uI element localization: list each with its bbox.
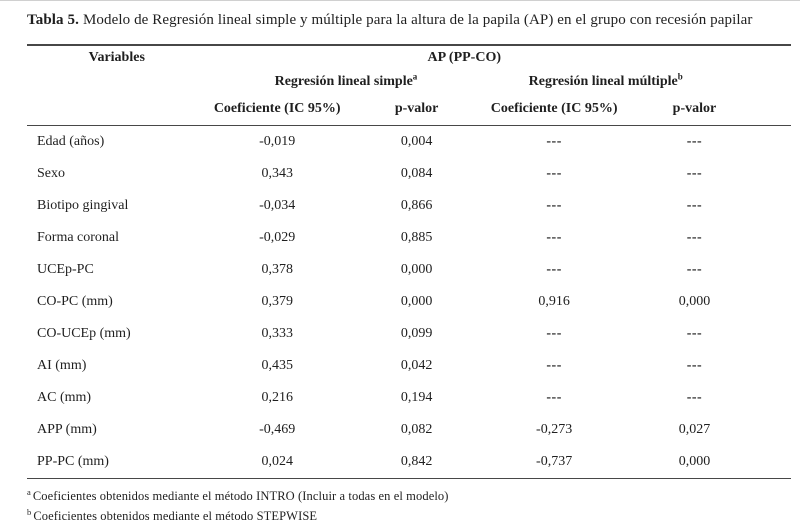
dependent-variable-header: AP (PP-CO)	[427, 50, 501, 65]
table-row: APP (mm) -0,469 0,082 -0,273 0,027	[27, 414, 791, 446]
variable-cell: Forma coronal	[37, 230, 120, 245]
p-simple-cell: 0,000	[400, 262, 433, 277]
variable-cell: CO-UCEp (mm)	[37, 326, 131, 341]
p-simple-cell: 0,842	[347, 446, 486, 479]
coef-simple-cell: 0,378	[261, 262, 293, 277]
coef-multiple-cell: ---	[546, 166, 562, 181]
empty-header-cell	[27, 93, 207, 126]
footnote-a-mark: a	[27, 486, 31, 497]
coef-multiple-cell: ---	[546, 326, 562, 341]
table-row: Edad (años) -0,019 0,004 --- ---	[27, 126, 791, 159]
variable-cell: AC (mm)	[37, 390, 92, 405]
coef-simple-cell: 0,435	[261, 358, 293, 373]
footnote-b-text: Coeficientes obtenidos mediante el métod…	[33, 509, 318, 523]
table-caption: Tabla 5. Modelo de Regresión lineal simpl…	[27, 10, 791, 31]
p-multiple-cell: ---	[686, 134, 703, 149]
simple-regression-footnote-mark: a	[412, 70, 418, 81]
coef-multiple-cell: ---	[546, 262, 562, 277]
simple-regression-group-header: Regresión lineal simplea	[207, 70, 486, 93]
p-simple-cell: 0,084	[400, 166, 433, 181]
coef-multiple-cell: ---	[546, 198, 562, 213]
footnote-a: a Coeficientes obtenidos mediante el méto…	[27, 486, 791, 506]
p-multiple-cell: ---	[686, 326, 703, 341]
simple-regression-label: Regresión lineal simple	[274, 73, 413, 89]
page-top-edge	[0, 0, 800, 1]
coef-simple-cell: 0,379	[261, 294, 293, 309]
table-row: Sexo 0,343 0,084 --- ---	[27, 158, 791, 190]
variable-cell: UCEp-PC	[37, 262, 94, 277]
coef-simple-cell: 0,024	[206, 446, 348, 479]
variables-column-header: Variables	[88, 50, 145, 65]
coef-simple-cell: -0,469	[259, 422, 296, 437]
multiple-regression-group-header: Regresión lineal múltipleb	[465, 70, 771, 93]
table-row: Biotipo gingival -0,034 0,866 --- ---	[27, 190, 791, 222]
p-multiple-cell: 0,000	[678, 294, 711, 309]
p-simple-cell: 0,885	[400, 230, 433, 245]
regression-table: Variables AP (PP-CO) Regresión lineal si…	[27, 44, 791, 479]
multiple-regression-label: Regresión lineal múltiple	[528, 73, 678, 89]
coef-multiple-cell: -0,273	[536, 422, 573, 437]
coef-simple-cell: 0,343	[261, 166, 293, 181]
coef-multiple-header: Coeficiente (IC 95%)	[485, 93, 623, 126]
coef-multiple-cell: ---	[546, 358, 562, 373]
table-row: AI (mm) 0,435 0,042 --- ---	[27, 350, 791, 382]
table-row: CO-PC (mm) 0,379 0,000 0,916 0,000	[27, 286, 791, 318]
p-value-simple-header: p-valor	[347, 93, 486, 126]
coef-multiple-cell: 0,916	[538, 294, 570, 309]
p-simple-cell: 0,042	[400, 358, 433, 373]
p-multiple-cell: ---	[686, 358, 703, 373]
footnote-a-text: Coeficientes obtenidos mediante el métod…	[32, 489, 449, 503]
table-row: UCEp-PC 0,378 0,000 --- ---	[27, 254, 791, 286]
p-value-multiple-header: p-valor	[622, 93, 791, 126]
header-row-groups: Regresión lineal simplea Regresión linea…	[27, 70, 791, 93]
p-simple-cell: 0,004	[400, 134, 433, 149]
coef-simple-cell: 0,333	[261, 326, 293, 341]
variable-cell: PP-PC (mm)	[27, 446, 207, 479]
table-row: PP-PC (mm) 0,024 0,842 -0,737 0,000	[27, 446, 791, 479]
table-row: Forma coronal -0,029 0,885 --- ---	[27, 222, 791, 254]
p-multiple-cell: ---	[686, 262, 703, 277]
coef-multiple-cell: ---	[546, 390, 562, 405]
coef-simple-header: Coeficiente (IC 95%)	[206, 93, 348, 126]
p-multiple-cell: ---	[686, 198, 703, 213]
p-multiple-cell: ---	[686, 390, 703, 405]
multiple-regression-footnote-mark: b	[677, 70, 683, 81]
header-row-sub: Coeficiente (IC 95%) p-valor Coeficiente…	[27, 93, 791, 126]
footnote-b-mark: b	[27, 506, 32, 517]
coef-simple-cell: -0,029	[259, 230, 296, 245]
p-simple-cell: 0,194	[400, 390, 433, 405]
header-row-top: Variables AP (PP-CO)	[27, 45, 791, 70]
coef-multiple-cell: ---	[546, 230, 562, 245]
coef-multiple-cell: -0,737	[485, 446, 623, 479]
p-multiple-cell: ---	[686, 166, 703, 181]
variable-cell: Sexo	[37, 166, 65, 181]
variable-cell: APP (mm)	[37, 422, 97, 437]
p-simple-cell: 0,082	[400, 422, 433, 437]
p-multiple-cell: 0,027	[678, 422, 711, 437]
table-caption-text: Modelo de Regresión lineal simple y múlt…	[82, 12, 753, 28]
p-simple-cell: 0,000	[400, 294, 433, 309]
p-multiple-cell: 0,000	[622, 446, 791, 479]
coef-simple-cell: 0,216	[261, 390, 293, 405]
table-row: AC (mm) 0,216 0,194 --- ---	[27, 382, 791, 414]
variable-cell: Edad (años)	[37, 134, 105, 149]
variable-cell: AI (mm)	[37, 358, 87, 373]
coef-multiple-cell: ---	[546, 134, 562, 149]
table-caption-number: Tabla 5.	[27, 12, 79, 28]
p-simple-cell: 0,099	[400, 326, 433, 341]
coef-simple-cell: -0,034	[259, 198, 296, 213]
p-simple-cell: 0,866	[400, 198, 433, 213]
variable-cell: Biotipo gingival	[37, 198, 129, 213]
footnote-b: b Coeficientes obtenidos mediante el méto…	[27, 506, 791, 526]
p-multiple-cell: ---	[686, 230, 703, 245]
coef-simple-cell: -0,019	[259, 134, 296, 149]
table-row: CO-UCEp (mm) 0,333 0,099 --- ---	[27, 318, 791, 350]
empty-header-cell	[27, 70, 207, 93]
variable-cell: CO-PC (mm)	[37, 294, 113, 309]
footnotes: a Coeficientes obtenidos mediante el méto…	[27, 486, 791, 526]
